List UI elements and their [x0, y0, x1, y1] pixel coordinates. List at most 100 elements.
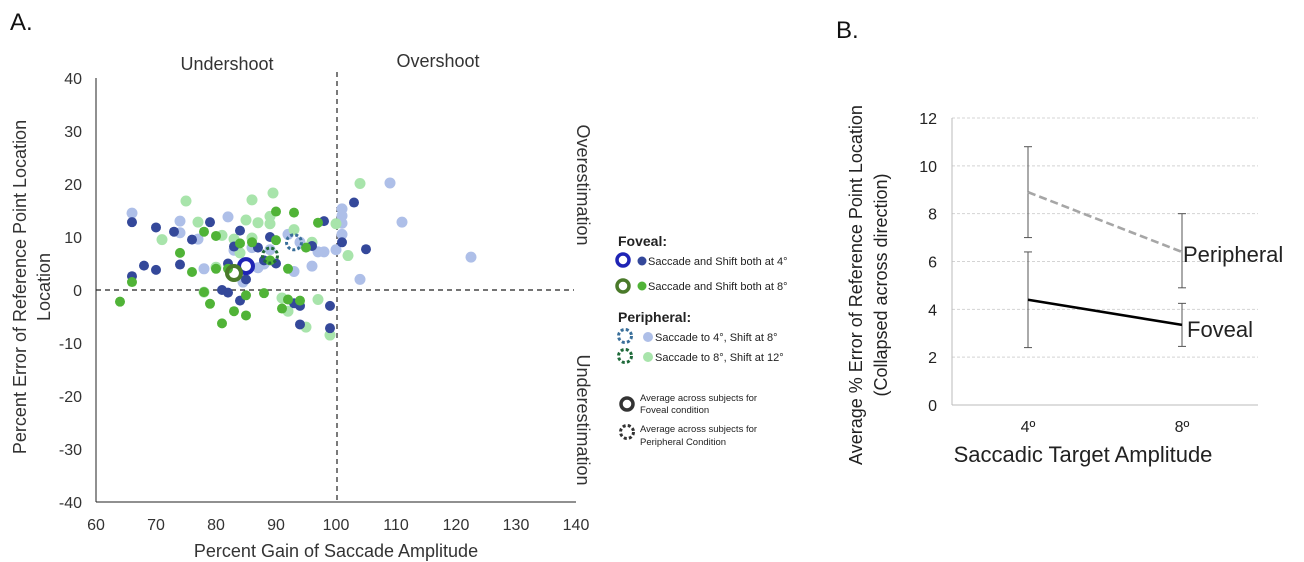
scatter-y-tick-label: 10 — [64, 230, 82, 247]
point-peripheral-4 — [222, 211, 234, 223]
legend-avg-foveal-4-marker — [615, 252, 631, 268]
legend-avg-peripheral-8-marker — [617, 348, 633, 364]
point-peripheral-4 — [174, 215, 186, 227]
point-avg-foveal-8 — [225, 264, 243, 283]
point-foveal-8 — [127, 277, 137, 288]
line-chart-y-tick-label: 4 — [928, 302, 937, 319]
point-foveal-8 — [241, 290, 251, 301]
point-foveal-8 — [211, 230, 221, 241]
line-chart-y-tick-label: 10 — [919, 159, 937, 176]
point-foveal-4 — [295, 319, 305, 330]
point-foveal-8 — [271, 235, 281, 246]
legend-peripheral-header: Peripheral: — [618, 309, 691, 325]
point-peripheral-4 — [336, 228, 348, 240]
scatter-y-tick-label: 20 — [64, 177, 82, 194]
point-foveal-8 — [313, 217, 323, 228]
point-peripheral-8 — [330, 218, 342, 230]
line-chart-y-tick-label: 0 — [928, 398, 937, 415]
point-foveal-8 — [295, 295, 305, 306]
legend-avg-foveal-line2: Foveal condition — [640, 405, 709, 416]
point-foveal-8 — [187, 266, 197, 277]
point-foveal-4 — [151, 222, 161, 233]
point-peripheral-4 — [264, 244, 276, 256]
scatter-y-tick-label: -30 — [59, 442, 82, 459]
scatter-points — [115, 177, 477, 341]
foveal-series-line — [1027, 298, 1183, 327]
point-peripheral-8 — [246, 194, 258, 206]
scatter-x-tick-label: 130 — [503, 517, 530, 534]
scatter-x-tick-label: 140 — [563, 517, 590, 534]
point-foveal-8 — [235, 238, 245, 249]
legend-foveal-4-label: Saccade and Shift both at 4° — [648, 256, 788, 268]
legend-avg-peripheral-marker — [619, 424, 635, 440]
point-foveal-8 — [205, 298, 215, 309]
panel-b-label: B. — [836, 17, 859, 44]
line-chart-series — [1024, 146, 1186, 349]
point-foveal-4 — [235, 225, 245, 236]
point-peripheral-8 — [312, 294, 324, 306]
point-peripheral-4 — [465, 251, 477, 263]
point-foveal-4 — [175, 259, 185, 270]
point-foveal-8 — [247, 237, 257, 248]
peripheral-series-line — [1027, 190, 1183, 254]
point-foveal-4 — [205, 217, 215, 228]
point-foveal-4 — [217, 285, 227, 295]
scatter-x-tick-label: 90 — [267, 517, 285, 534]
scatter-x-tick-label: 120 — [443, 517, 470, 534]
line-chart-gridlines — [952, 117, 1258, 358]
overshoot-label: Overshoot — [396, 51, 479, 71]
legend-avg-peripheral-line1: Average across subjects for — [640, 424, 757, 435]
point-peripheral-8 — [192, 216, 204, 228]
scatter-y-tick-label: 40 — [64, 71, 82, 88]
line-chart-x-tick-label: 8º — [1175, 419, 1190, 436]
point-foveal-8 — [175, 247, 185, 258]
point-foveal-4 — [169, 226, 179, 237]
line-chart-y-axis-label: Average % Error of Reference Point Locat… — [846, 105, 866, 465]
point-peripheral-8 — [252, 217, 264, 229]
point-foveal-8 — [277, 303, 287, 314]
legend-peripheral-8-dot — [643, 352, 653, 362]
point-foveal-8 — [217, 318, 227, 329]
point-foveal-8 — [265, 255, 275, 266]
point-foveal-8 — [289, 207, 299, 218]
scatter-x-tick-labels: 60 70 80 90 100 110 120 130 140 — [87, 517, 589, 534]
line-chart-y-axis-label-2: (Collapsed across direction) — [871, 173, 891, 396]
scatter-x-tick-label: 100 — [323, 517, 350, 534]
line-chart-x-axis-label: Saccadic Target Amplitude — [954, 442, 1213, 467]
line-chart-x-tick-label: 4º — [1021, 419, 1036, 436]
legend-peripheral-4-label: Saccade to 4°, Shift at 8° — [655, 332, 778, 344]
scatter-x-tick-label: 80 — [207, 517, 225, 534]
scatter-y-axis-label-line2: Location — [34, 253, 54, 321]
point-foveal-8 — [199, 226, 209, 237]
underestimation-label: Underestimation — [573, 354, 593, 485]
point-foveal-8 — [241, 310, 251, 321]
peripheral-line-label: Peripheral — [1183, 242, 1283, 267]
scatter-y-tick-labels: -40 -30 -20 -10 0 10 20 30 40 — [59, 71, 82, 512]
point-foveal-8 — [229, 306, 239, 317]
point-foveal-4 — [151, 264, 161, 275]
line-chart-x-tick-labels: 4º 8º — [1021, 419, 1190, 436]
point-avg-peripheral-4 — [285, 233, 303, 252]
panel-a-label: A. — [10, 9, 33, 36]
point-foveal-4 — [325, 323, 335, 334]
point-peripheral-8 — [267, 187, 279, 199]
legend-foveal-8-label: Saccade and Shift both at 8° — [648, 281, 788, 293]
point-foveal-4 — [349, 197, 359, 208]
scatter-y-tick-label: -10 — [59, 336, 82, 353]
line-chart-y-tick-label: 2 — [928, 350, 937, 367]
point-peripheral-4 — [354, 273, 366, 285]
legend-peripheral-8-label: Saccade to 8°, Shift at 12° — [655, 352, 784, 364]
scatter-y-tick-label: 30 — [64, 124, 82, 141]
legend-avg-peripheral-4-marker — [617, 328, 633, 344]
scatter-x-tick-label: 110 — [383, 517, 409, 534]
overestimation-label: Overestimation — [573, 124, 593, 245]
legend-peripheral-4-dot — [643, 332, 653, 342]
point-peripheral-8 — [342, 250, 354, 262]
point-foveal-8 — [115, 296, 125, 307]
legend-foveal-4-dot — [637, 256, 647, 266]
point-peripheral-8 — [180, 195, 192, 207]
scatter-x-axis-label: Percent Gain of Saccade Amplitude — [194, 541, 478, 561]
point-peripheral-4 — [330, 244, 342, 256]
point-foveal-8 — [301, 242, 311, 253]
